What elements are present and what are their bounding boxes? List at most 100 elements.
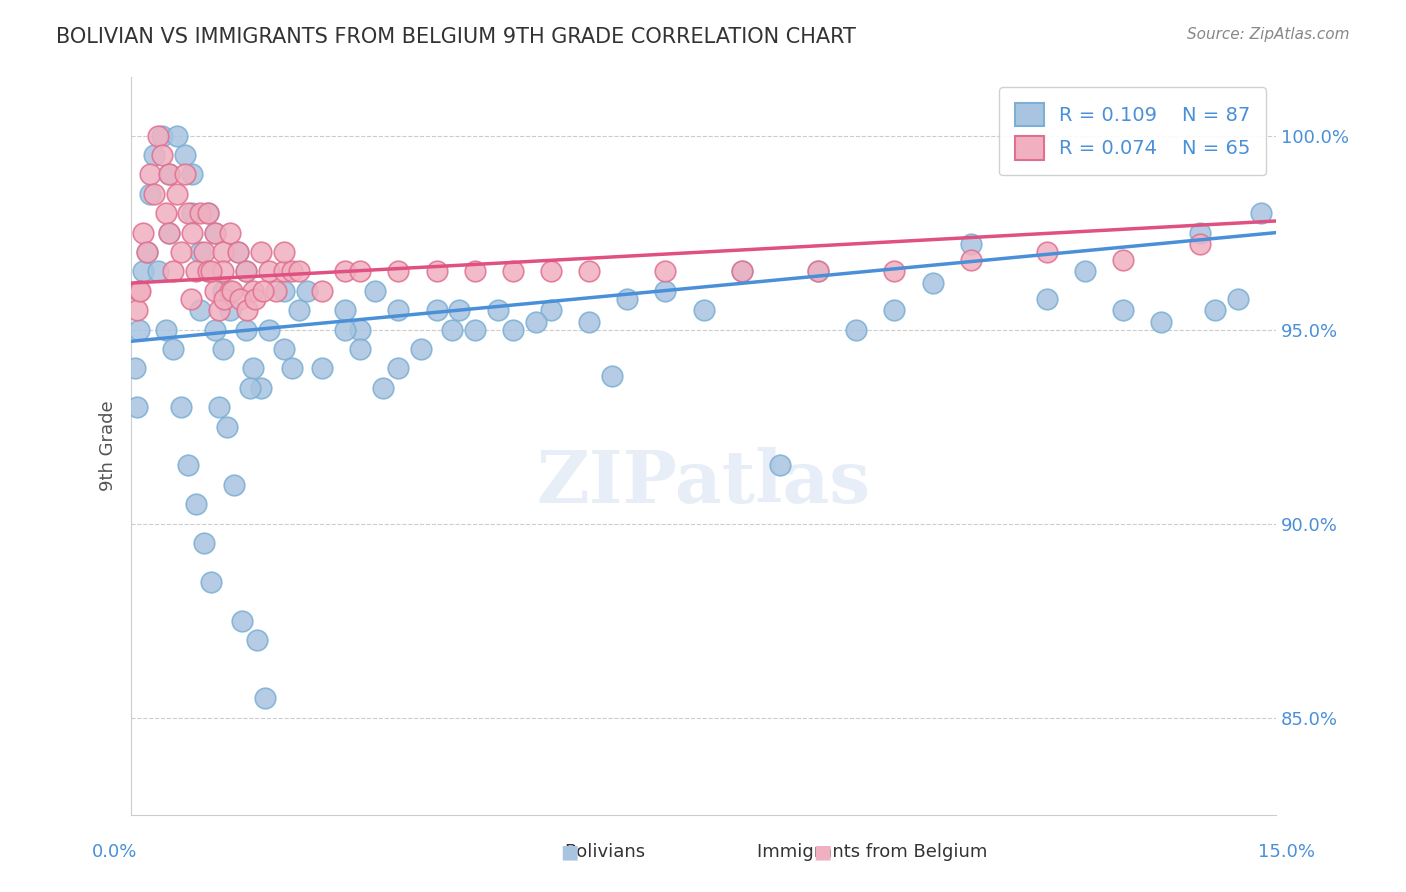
Point — [155, 206, 177, 220]
Point — [616, 292, 638, 306]
Point — [197, 206, 219, 220]
Point — [157, 168, 180, 182]
Point — [181, 226, 204, 240]
Point — [959, 237, 981, 252]
Point — [127, 303, 149, 318]
Point — [883, 303, 905, 318]
Point — [425, 303, 447, 318]
Point — [1150, 315, 1173, 329]
Point — [155, 323, 177, 337]
Point — [1204, 303, 1226, 318]
Point — [157, 226, 180, 240]
Point — [226, 245, 249, 260]
Point — [204, 226, 226, 240]
Point — [1112, 252, 1135, 267]
Point — [219, 303, 242, 318]
Point — [425, 264, 447, 278]
Point — [807, 264, 830, 278]
Point — [333, 264, 356, 278]
Point — [224, 477, 246, 491]
Point — [238, 381, 260, 395]
Point — [524, 315, 547, 329]
Point — [273, 245, 295, 260]
Point — [228, 292, 250, 306]
Point — [221, 284, 243, 298]
Text: 15.0%: 15.0% — [1257, 843, 1315, 861]
Point — [208, 401, 231, 415]
Point — [211, 284, 233, 298]
Point — [181, 168, 204, 182]
Point — [273, 342, 295, 356]
Point — [131, 226, 153, 240]
Point — [243, 292, 266, 306]
Point — [181, 206, 204, 220]
Point — [128, 284, 150, 298]
Point — [921, 276, 943, 290]
Point — [333, 303, 356, 318]
Point — [486, 303, 509, 318]
Point — [204, 226, 226, 240]
Point — [157, 168, 180, 182]
Point — [654, 284, 676, 298]
Point — [246, 632, 269, 647]
Point — [204, 284, 226, 298]
Point — [250, 381, 273, 395]
Y-axis label: 9th Grade: 9th Grade — [100, 401, 117, 491]
Point — [257, 264, 280, 278]
Point — [1250, 206, 1272, 220]
Point — [731, 264, 754, 278]
Text: 0.0%: 0.0% — [91, 843, 136, 861]
Point — [197, 264, 219, 278]
Point — [540, 264, 562, 278]
Point — [540, 303, 562, 318]
Point — [173, 148, 195, 162]
Point — [146, 128, 169, 143]
Point — [959, 252, 981, 267]
Point — [578, 264, 600, 278]
Point — [180, 292, 202, 306]
Point — [146, 264, 169, 278]
Point — [264, 284, 287, 298]
Point — [411, 342, 433, 356]
Point — [188, 245, 211, 260]
Point — [188, 206, 211, 220]
Point — [211, 264, 233, 278]
Point — [654, 264, 676, 278]
Point — [124, 361, 146, 376]
Point — [188, 303, 211, 318]
Point — [600, 369, 623, 384]
Point — [252, 284, 274, 298]
Text: Source: ZipAtlas.com: Source: ZipAtlas.com — [1187, 27, 1350, 42]
Point — [200, 574, 222, 589]
Point — [1188, 226, 1211, 240]
Point — [253, 691, 276, 706]
Point — [578, 315, 600, 329]
Point — [197, 206, 219, 220]
Point — [387, 361, 409, 376]
Point — [200, 264, 222, 278]
Point — [364, 284, 387, 298]
Point — [502, 264, 524, 278]
Point — [127, 401, 149, 415]
Point — [211, 342, 233, 356]
Point — [170, 245, 193, 260]
Point — [139, 186, 162, 201]
Point — [184, 497, 207, 511]
Point — [288, 264, 311, 278]
Point — [273, 264, 295, 278]
Point — [215, 419, 238, 434]
Point — [236, 303, 259, 318]
Point — [883, 264, 905, 278]
Point — [177, 206, 200, 220]
Point — [242, 361, 264, 376]
Point — [692, 303, 714, 318]
Point — [231, 614, 253, 628]
Text: ZIPatlas: ZIPatlas — [537, 448, 870, 518]
Point — [150, 148, 173, 162]
Text: ■: ■ — [560, 842, 579, 862]
Point — [349, 342, 371, 356]
Point — [1036, 292, 1059, 306]
Point — [193, 536, 215, 550]
Point — [143, 186, 166, 201]
Point — [197, 264, 219, 278]
